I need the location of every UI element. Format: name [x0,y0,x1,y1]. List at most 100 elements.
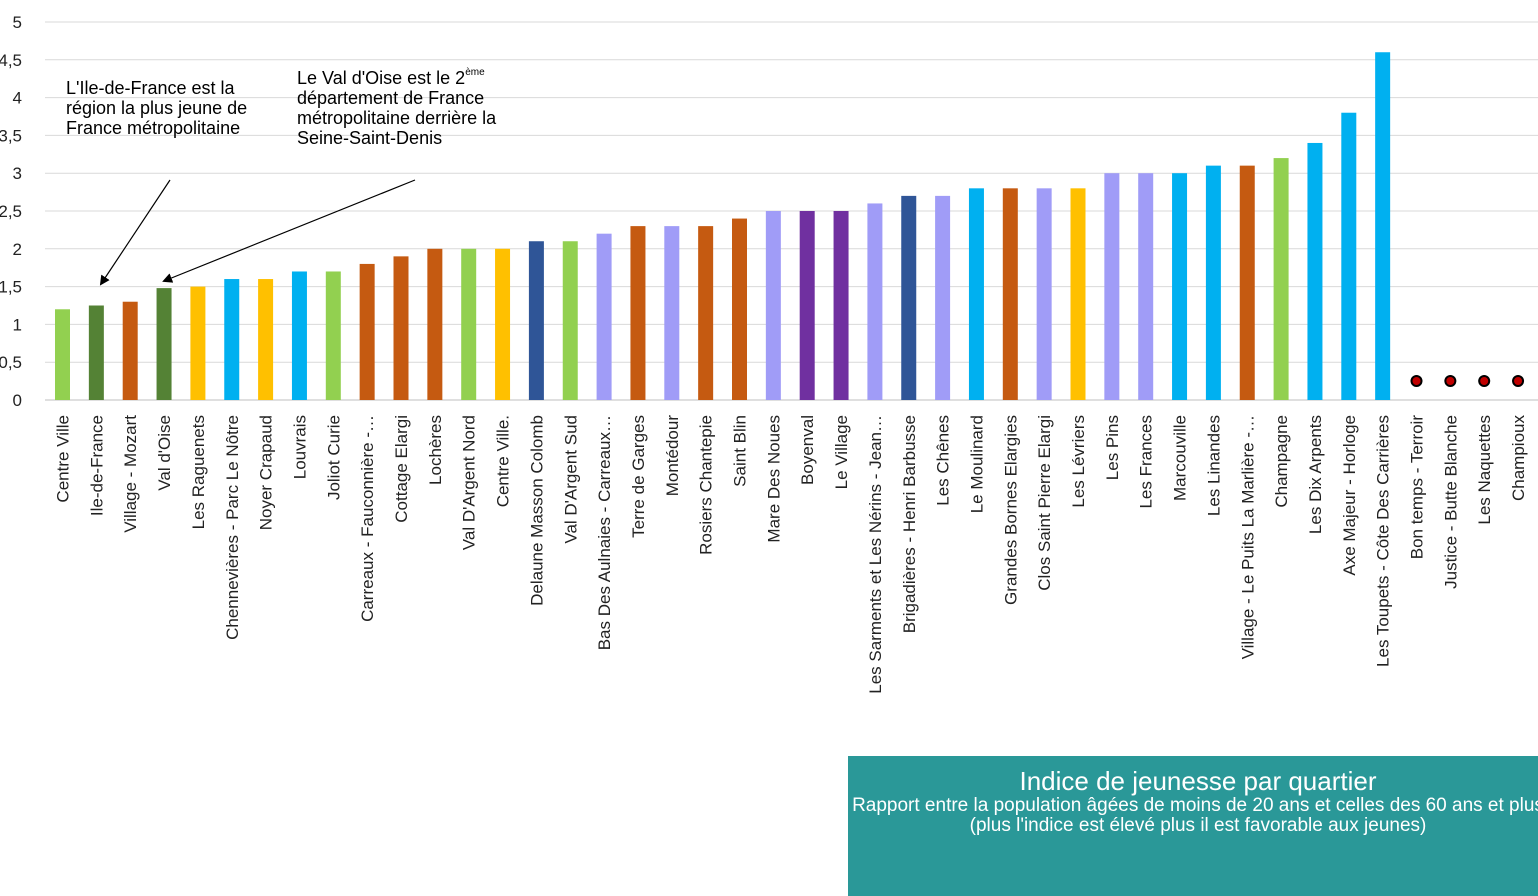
info-box-title: Indice de jeunesse par quartier [1019,766,1377,796]
missing-value-markers [1410,375,1525,387]
x-tick-label: Champioux [1509,415,1528,501]
x-tick-label: Terre de Garges [629,415,648,538]
x-tick-label: Joliot Curie [324,415,343,500]
bar [427,248,443,400]
bar [698,226,714,400]
annotation-val-d-oise-text: Le Val d'Oise est le 2 [297,68,466,88]
x-tick-label: Justice - Butte Blanche [1441,415,1460,589]
arrow-val-d-oise [162,179,416,283]
y-tick-label: 0 [13,391,22,410]
y-axis-tick-labels: 0 0,5 1 1,5 2 2,5 3 3,5 4 4,5 5 [0,13,22,410]
x-tick-label: Rosiers Chantepie [697,415,716,555]
bar [393,256,409,400]
y-tick-label: 3 [13,164,22,183]
x-axis-category-labels: Centre Ville Ile-de-France Village - Mozar… [54,415,1529,694]
bar [1002,188,1018,400]
y-tick-label: 5 [13,13,22,32]
x-tick-label: Village - Le Puits La Marlière -… [1238,415,1257,659]
x-tick-label: Les Frances [1137,415,1156,509]
bar [528,241,544,400]
y-tick-label: 2 [13,240,22,259]
x-tick-label: Boyenval [798,415,817,485]
bar [765,211,781,400]
x-tick-label: Louvrais [290,415,309,479]
bar [1341,112,1357,400]
bar [1070,188,1086,400]
annotation-ile-de-france-text: L'Ile-de-France est la région la plus je… [66,78,248,138]
x-tick-label: Marcouville [1171,415,1190,501]
x-tick-label: Val D'Argent Nord [460,415,479,550]
x-tick-label: Champagne [1272,415,1291,508]
annotation-arrows [99,179,416,286]
bar [258,279,274,400]
bar [224,279,240,400]
bar [495,248,511,400]
bar [122,301,138,400]
annotation-ile-de-france: L'Ile-de-France est la région la plus je… [66,78,286,138]
x-tick-label: Les Pins [1103,415,1122,480]
x-tick-label: Ile-de-France [87,415,106,516]
bar [88,305,104,400]
bar [1273,158,1289,400]
x-tick-label: Brigadières - Henri Barbusse [900,415,919,633]
bar [291,271,307,400]
bar [1239,165,1255,400]
missing-marker [1444,375,1457,387]
bar [359,263,375,400]
x-tick-label: Le Village [832,415,851,489]
x-tick-label: Montédour [663,415,682,497]
bar [968,188,984,400]
x-tick-label: Chennevières - Parc Le Nôtre [223,415,242,640]
x-tick-label: Mare Des Noues [764,415,783,543]
bar [1172,173,1188,400]
x-tick-label: Les Raguenets [189,415,208,529]
info-box: Indice de jeunesse par quartier Rapport … [848,756,1538,896]
bar [156,288,172,400]
x-tick-label: Centre Ville. [494,415,513,507]
bar [1205,165,1221,400]
x-tick-label: Les Linandes [1204,415,1223,516]
bar [1036,188,1052,400]
bar [732,218,747,400]
bar [596,233,612,400]
bar [833,211,849,400]
x-tick-label: Saint Blin [731,415,750,487]
y-tick-label: 1 [13,315,22,334]
missing-marker [1512,375,1525,387]
x-tick-label: Val d'Oise [155,415,174,491]
y-tick-label: 1,5 [0,278,22,297]
bar [1138,173,1154,400]
y-tick-label: 4 [13,89,22,108]
bar [1307,142,1323,400]
x-tick-label: Bon temps - Terroir [1408,415,1427,560]
x-tick-label: Grandes Bornes Elargies [1001,415,1020,605]
bar [901,195,917,400]
bar [799,211,815,400]
bar [867,203,883,400]
x-tick-label: Les Lévriers [1069,415,1088,508]
x-tick-label: Delaune Masson Colomb [527,415,546,606]
y-tick-label: 0,5 [0,353,22,372]
bar [664,226,680,400]
x-tick-label: Les Dix Arpents [1306,415,1325,534]
x-tick-label: Le Moulinard [967,415,986,513]
x-tick-label: Cottage Elargi [392,415,411,523]
x-tick-label: Centre Ville [54,415,73,503]
x-tick-label: Noyer Crapaud [257,415,276,530]
annotation-val-d-oise-sup: ème [465,67,485,78]
bar [1104,173,1120,400]
x-tick-label: Les Toupets - Côte Des Carrières [1374,415,1393,667]
bar [630,226,646,400]
missing-marker [1478,375,1491,387]
bar [325,271,341,400]
bar [190,286,206,400]
arrow-ile-de-france [99,179,171,286]
x-tick-label: Lochères [426,415,445,485]
x-tick-label: Carreaux - Fauconnière -… [358,415,377,622]
x-tick-label: Val D'Argent Sud [561,415,580,544]
bars [55,52,1391,401]
bar [935,195,951,400]
x-tick-label: Les Sarments et Les Nérins - Jean… [866,415,885,694]
y-tick-label: 3,5 [0,126,22,145]
